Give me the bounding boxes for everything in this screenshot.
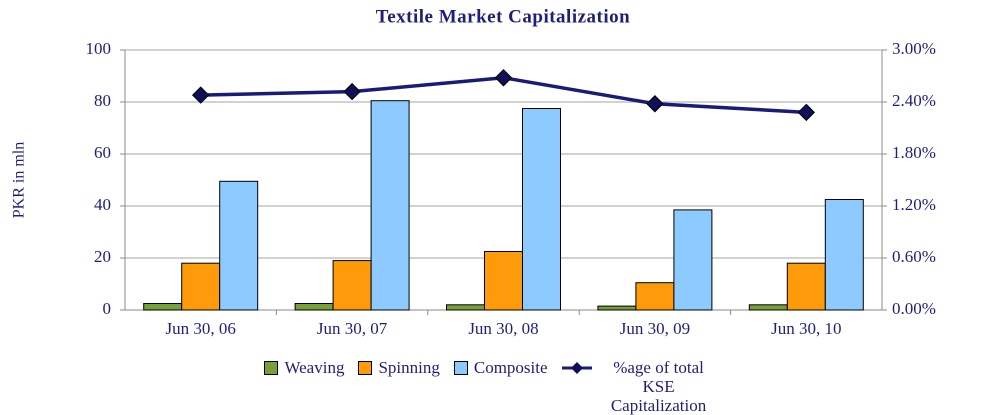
legend-item: Spinning: [358, 358, 440, 378]
bar: [446, 304, 485, 311]
x-tick-label: Jun 30, 07: [317, 319, 388, 338]
legend-swatch: [264, 361, 279, 375]
bar: [786, 262, 826, 311]
bar: [370, 100, 410, 311]
x-tick-label: Jun 30, 10: [771, 319, 841, 338]
y-tick-label: 80: [94, 91, 111, 110]
legend-swatch: [358, 361, 373, 375]
y2-tick-label: 0.00%: [892, 299, 936, 318]
bar: [294, 303, 334, 311]
y2-tick-label: 1.80%: [892, 143, 936, 162]
legend-swatch: [561, 362, 592, 374]
line-marker: [797, 103, 816, 122]
line-marker: [191, 86, 210, 104]
chart-title: Textile Market Capitalization: [376, 6, 630, 27]
x-tick-label: Jun 30, 06: [166, 319, 236, 338]
legend-label: Composite: [473, 358, 548, 377]
bar: [219, 180, 259, 311]
legend: Weaving Spinning Composite %age of total KS…: [0, 358, 984, 415]
bar: [748, 304, 788, 311]
line-marker: [343, 82, 361, 101]
page: {"chart_data": { "type": "bar", "title":…: [10, 6, 936, 415]
y-tick-label: 20: [94, 247, 111, 266]
line-marker: [494, 69, 513, 87]
y2-tick-label: 1.20%: [892, 195, 936, 214]
legend-item: %age of total KSE Capitalization: [561, 358, 720, 415]
legend-label: %age of total KSE Capitalization: [610, 358, 707, 415]
bar: [484, 251, 523, 311]
legend-swatch: [453, 361, 468, 375]
y2-tick-label: 3.00%: [892, 39, 936, 58]
bar: [143, 303, 183, 311]
legend-marker: [570, 362, 583, 374]
x-tick-label: Jun 30, 08: [468, 319, 538, 338]
y-tick-label: 40: [94, 195, 111, 214]
legend-label: Spinning: [378, 358, 440, 377]
bar: [597, 305, 637, 311]
y2-tick-label: 0.60%: [892, 247, 936, 266]
legend-item: Weaving: [264, 358, 344, 378]
legend-item: Composite: [453, 358, 548, 378]
line-marker: [646, 95, 664, 113]
bar: [181, 262, 221, 311]
bar: [635, 282, 675, 311]
y-tick-label: 0: [103, 299, 112, 318]
bar: [332, 260, 372, 311]
bar: [522, 108, 561, 311]
y2-tick-label: 2.40%: [892, 91, 936, 110]
y-axis-label: PKR in mln: [11, 142, 28, 218]
bar: [673, 209, 713, 311]
legend-label: Weaving: [284, 358, 345, 377]
y-tick-label: 60: [94, 143, 111, 162]
x-tick-label: Jun 30, 09: [620, 319, 690, 338]
bar: [824, 199, 864, 311]
y-tick-label: 100: [86, 39, 112, 58]
chart: Textile Market Capitalization PKR in mln…: [11, 6, 936, 338]
